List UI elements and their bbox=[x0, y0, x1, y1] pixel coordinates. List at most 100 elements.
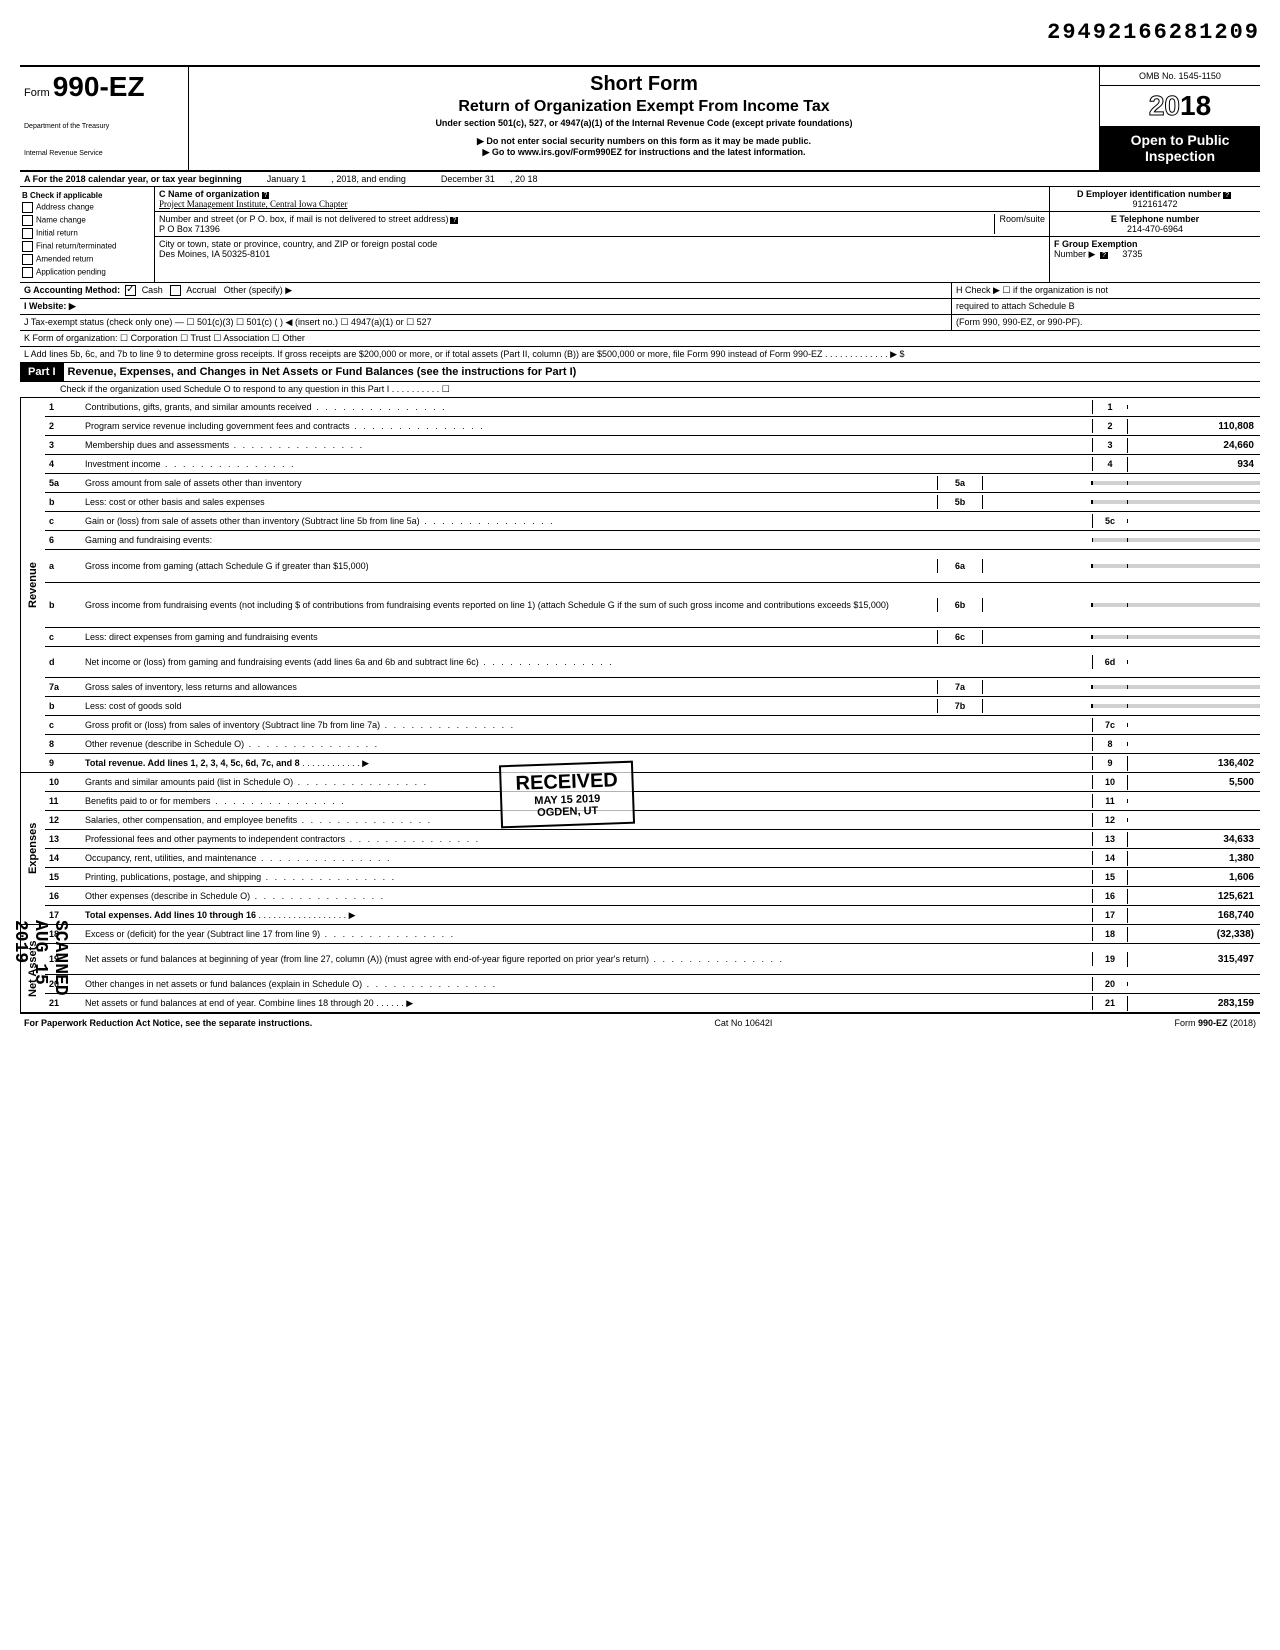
ln7a-endval bbox=[1127, 685, 1260, 689]
ln19-val: 315,497 bbox=[1127, 952, 1260, 967]
help-icon[interactable]: ? bbox=[450, 217, 458, 224]
net-assets-lines: 18Excess or (deficit) for the year (Subt… bbox=[45, 925, 1260, 1012]
open-public-1: Open to Public bbox=[1102, 132, 1258, 148]
check-pending[interactable] bbox=[22, 267, 33, 278]
title-short-form: Short Form bbox=[199, 73, 1089, 96]
ln16-num: 16 bbox=[45, 889, 81, 903]
ln7b-mid: 7b bbox=[937, 699, 983, 713]
ln5b-endbox bbox=[1092, 500, 1127, 504]
note-ssn: ▶ Do not enter social security numbers o… bbox=[199, 136, 1089, 147]
form-prefix: Form bbox=[24, 87, 50, 99]
cash-label: Cash bbox=[142, 285, 163, 295]
ln13-val: 34,633 bbox=[1127, 832, 1260, 847]
ln15-num: 15 bbox=[45, 870, 81, 884]
col-d-e-f: D Employer identification number? 912161… bbox=[1049, 187, 1260, 282]
check-accrual[interactable] bbox=[170, 285, 181, 296]
ln7a-mid: 7a bbox=[937, 680, 983, 694]
ln6c-mid: 6c bbox=[937, 630, 983, 644]
check-address[interactable] bbox=[22, 202, 33, 213]
ln6d-text: Net income or (loss) from gaming and fun… bbox=[81, 655, 1092, 669]
expenses-section: Expenses 10Grants and similar amounts pa… bbox=[20, 773, 1260, 925]
room-label: Room/suite bbox=[994, 214, 1045, 234]
ln6-endval bbox=[1127, 538, 1260, 542]
f-label2: Number ▶ bbox=[1054, 249, 1095, 259]
ln10-num: 10 bbox=[45, 775, 81, 789]
accrual-label: Accrual bbox=[186, 285, 216, 295]
row-g: G Accounting Method: Cash Accrual Other … bbox=[20, 283, 1260, 299]
ln6b-endbox bbox=[1092, 603, 1127, 607]
b-label: B Check if applicable bbox=[22, 191, 102, 200]
row-a-end: , 20 18 bbox=[510, 174, 538, 184]
check-name[interactable] bbox=[22, 215, 33, 226]
ln6-endbox bbox=[1092, 538, 1127, 542]
title-return: Return of Organization Exempt From Incom… bbox=[199, 98, 1089, 116]
part-1-check: Check if the organization used Schedule … bbox=[20, 382, 1260, 398]
ln6c-midval bbox=[983, 635, 1092, 639]
row-k: K Form of organization: ☐ Corporation ☐ … bbox=[20, 331, 1260, 347]
ln4-box: 4 bbox=[1092, 457, 1127, 471]
ln7a-midval bbox=[983, 685, 1092, 689]
form-page: 29492166281209 Form 990-EZ Department of… bbox=[20, 20, 1260, 1032]
ln17-val: 168,740 bbox=[1127, 908, 1260, 923]
check-name-label: Name change bbox=[36, 216, 86, 225]
ln14-text: Occupancy, rent, utilities, and maintena… bbox=[81, 851, 1092, 865]
ln6b-endval bbox=[1127, 603, 1260, 607]
ln8-box: 8 bbox=[1092, 737, 1127, 751]
ln3-num: 3 bbox=[45, 438, 81, 452]
check-amended[interactable] bbox=[22, 254, 33, 265]
ln8-text: Other revenue (describe in Schedule O) bbox=[81, 737, 1092, 751]
ln19-box: 19 bbox=[1092, 952, 1127, 966]
other-label: Other (specify) ▶ bbox=[224, 285, 292, 295]
row-a-end-month: December 31 bbox=[441, 174, 495, 184]
help-icon[interactable]: ? bbox=[1100, 252, 1108, 259]
city-value: Des Moines, IA 50325-8101 bbox=[159, 249, 270, 259]
help-icon[interactable]: ? bbox=[1223, 192, 1231, 199]
ln6a-endbox bbox=[1092, 564, 1127, 568]
footer-form: Form 990-EZ (2018) bbox=[1174, 1018, 1256, 1028]
ln20-box: 20 bbox=[1092, 977, 1127, 991]
ln16-box: 16 bbox=[1092, 889, 1127, 903]
revenue-section: Revenue 1Contributions, gifts, grants, a… bbox=[20, 398, 1260, 773]
ln20-text: Other changes in net assets or fund bala… bbox=[81, 977, 1092, 991]
ln17-text: Total expenses. Add lines 10 through 16 … bbox=[81, 908, 1092, 923]
subtitle: Under section 501(c), 527, or 4947(a)(1)… bbox=[199, 118, 1089, 128]
received-location: OGDEN, UT bbox=[516, 804, 619, 820]
ln14-num: 14 bbox=[45, 851, 81, 865]
ln16-text: Other expenses (describe in Schedule O) bbox=[81, 889, 1092, 903]
note-url: ▶ Go to www.irs.gov/Form990EZ for instru… bbox=[199, 147, 1089, 158]
ln7c-text: Gross profit or (loss) from sales of inv… bbox=[81, 718, 1092, 732]
ln12-val bbox=[1127, 818, 1260, 822]
ln7b-text: Less: cost of goods sold bbox=[81, 699, 937, 713]
ln2-text: Program service revenue including govern… bbox=[81, 419, 1092, 433]
revenue-lines: 1Contributions, gifts, grants, and simil… bbox=[45, 398, 1260, 772]
check-final[interactable] bbox=[22, 241, 33, 252]
f-label: F Group Exemption bbox=[1054, 239, 1138, 249]
ln6d-val bbox=[1127, 660, 1260, 664]
h-text-3: (Form 990, 990-EZ, or 990-PF). bbox=[951, 315, 1260, 330]
ln14-box: 14 bbox=[1092, 851, 1127, 865]
dept-treasury: Department of the Treasury bbox=[24, 123, 184, 130]
ln15-text: Printing, publications, postage, and shi… bbox=[81, 870, 1092, 884]
ln5c-box: 5c bbox=[1092, 514, 1127, 528]
check-address-label: Address change bbox=[36, 203, 94, 212]
check-cash[interactable] bbox=[125, 285, 136, 296]
check-initial-label: Initial return bbox=[36, 229, 78, 238]
ln21-box: 21 bbox=[1092, 996, 1127, 1010]
ln1-num: 1 bbox=[45, 400, 81, 414]
ln5b-num: b bbox=[45, 495, 81, 509]
ln8-num: 8 bbox=[45, 737, 81, 751]
ln9-val: 136,402 bbox=[1127, 756, 1260, 771]
ln18-val: (32,338) bbox=[1127, 927, 1260, 942]
ln6a-midval bbox=[983, 564, 1092, 568]
row-l: L Add lines 5b, 6c, and 7b to line 9 to … bbox=[20, 347, 1260, 363]
help-icon[interactable]: ? bbox=[262, 192, 270, 199]
check-initial[interactable] bbox=[22, 228, 33, 239]
received-stamp: RECEIVED MAY 15 2019 OGDEN, UT bbox=[499, 761, 635, 829]
ln5b-midval bbox=[983, 500, 1092, 504]
ln20-val bbox=[1127, 982, 1260, 986]
ln2-box: 2 bbox=[1092, 419, 1127, 433]
ln6d-box: 6d bbox=[1092, 655, 1127, 669]
ln7a-endbox bbox=[1092, 685, 1127, 689]
page-footer: For Paperwork Reduction Act Notice, see … bbox=[20, 1013, 1260, 1032]
h-check-text: H Check ▶ ☐ if the organization is not bbox=[951, 283, 1260, 298]
